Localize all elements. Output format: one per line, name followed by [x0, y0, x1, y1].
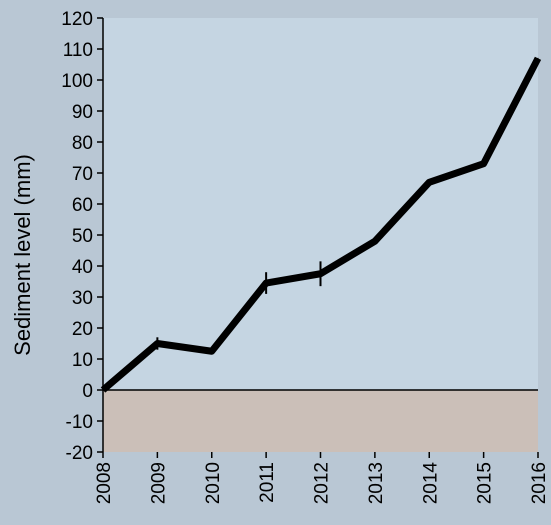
y-tick-label: 90: [72, 102, 93, 123]
plot-area-positive: [103, 18, 538, 390]
x-tick-label: 2008: [94, 462, 115, 504]
x-tick-label: 2015: [475, 462, 496, 504]
y-tick-label: 110: [63, 40, 93, 61]
y-tick-label: 80: [72, 133, 93, 154]
y-tick-label: 60: [72, 195, 93, 216]
x-tick-label: 2011: [257, 462, 278, 503]
data-point: [265, 282, 267, 284]
x-tick-label: 2013: [366, 462, 387, 504]
y-tick-label: 50: [72, 226, 93, 247]
x-tick-label: 2014: [420, 462, 441, 505]
series-group: [100, 56, 542, 393]
x-tick-label: 2016: [529, 462, 550, 504]
data-point: [102, 389, 104, 391]
data-point: [428, 181, 430, 183]
data-point: [374, 240, 376, 242]
y-tick-label: 40: [72, 257, 93, 278]
y-tick-label: -10: [66, 412, 93, 433]
x-axis-ticks: 2008 2009 2010 2011 2012 2013 2014 2015 2016: [94, 452, 550, 504]
x-tick-label: 2009: [148, 462, 169, 504]
data-point: [483, 163, 485, 165]
data-point: [156, 343, 158, 344]
y-tick-label: 100: [61, 71, 93, 92]
y-tick-label: 0: [82, 381, 93, 402]
data-point: [211, 350, 213, 352]
y-tick-label: 20: [72, 319, 93, 340]
data-point: [537, 57, 539, 59]
x-tick-label: 2012: [312, 462, 333, 504]
data-point: [320, 273, 321, 275]
x-tick-label: 2010: [203, 462, 224, 504]
y-tick-label: 70: [72, 164, 93, 185]
plot-area-negative: [103, 390, 538, 452]
y-tick-label: -20: [66, 443, 93, 464]
y-axis-label: Sediment level (mm): [10, 154, 35, 356]
y-tick-label: 120: [61, 9, 93, 30]
y-tick-label: 10: [72, 350, 93, 371]
y-tick-label: 30: [72, 288, 93, 309]
y-axis-ticks: -20 -10 0 10 20 30 40 50 60 70 80 90 100 110 120: [61, 9, 103, 464]
